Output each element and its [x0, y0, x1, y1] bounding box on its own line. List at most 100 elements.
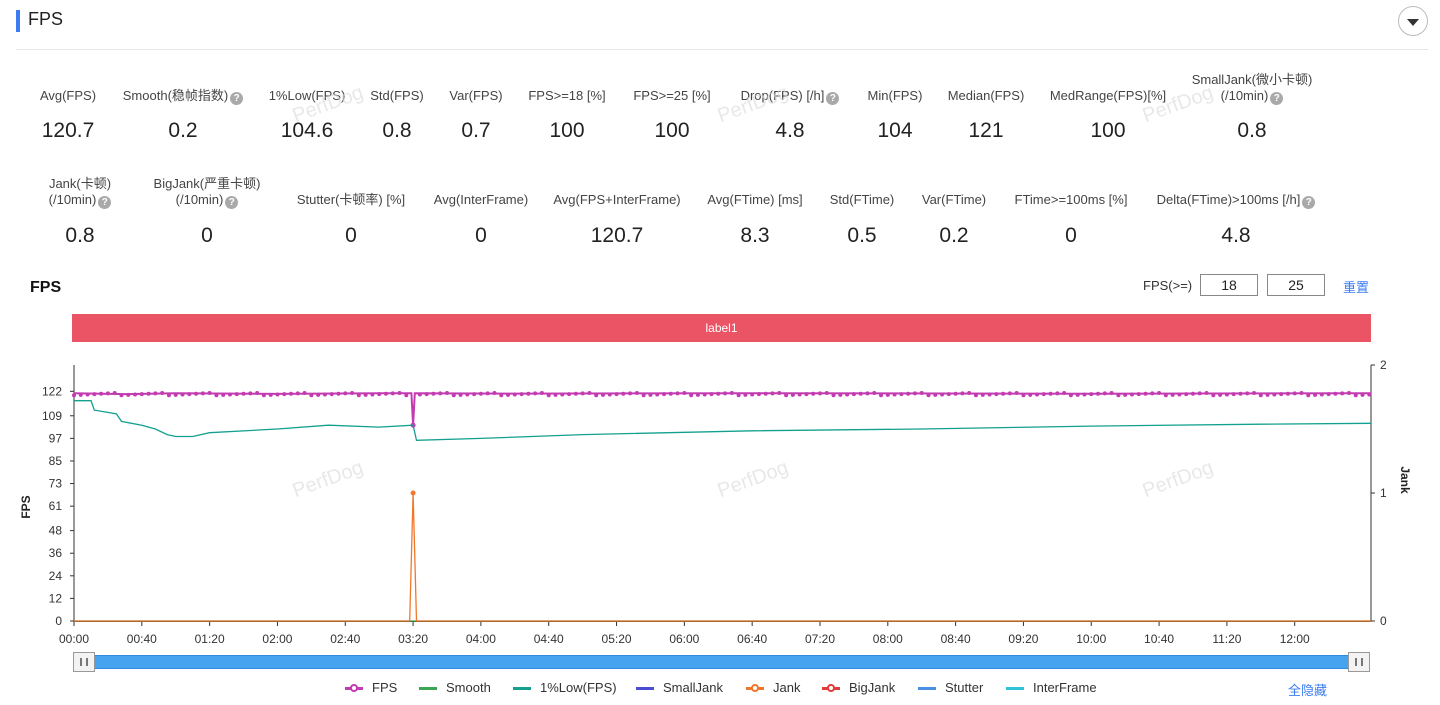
metric-label-unit: (/10min)?: [107, 192, 307, 209]
fps-threshold-1-input[interactable]: [1200, 274, 1258, 296]
help-icon[interactable]: ?: [1270, 92, 1284, 105]
fps-point: [831, 393, 836, 398]
help-icon[interactable]: ?: [826, 92, 840, 105]
metric-value: 0: [1065, 224, 1077, 247]
fps-point: [194, 391, 199, 396]
help-icon[interactable]: ?: [225, 196, 239, 209]
fps-point: [139, 392, 144, 397]
fps-point: [180, 392, 185, 397]
slider-right-handle[interactable]: [1348, 652, 1370, 672]
metric-label: Avg(FPS+InterFrame): [553, 192, 681, 207]
fps-point: [1252, 390, 1257, 395]
legend-item-1-low-fps-[interactable]: 1%Low(FPS): [513, 680, 617, 695]
r2-metric-0: Jank(卡顿) (/10min)? 0.8: [0, 176, 180, 247]
title-accent-bar: [16, 10, 20, 32]
fps-point: [261, 393, 266, 398]
fps-point: [133, 392, 138, 397]
fps-point: [465, 392, 470, 397]
fps-point: [275, 392, 280, 397]
fps-point: [953, 391, 958, 396]
fps-point: [472, 392, 477, 397]
x-tick-label: 00:40: [127, 632, 157, 646]
fps-point: [255, 390, 260, 395]
legend-label: Stutter: [945, 680, 984, 695]
fps-point: [1062, 390, 1067, 395]
legend-item-stutter[interactable]: Stutter: [918, 680, 983, 695]
fps-point: [214, 393, 219, 398]
r1-metric-11: SmallJank(微小卡顿) (/10min)? 0.8: [1152, 72, 1352, 142]
grip-icon: [1355, 658, 1363, 666]
metric-label: Delta(FTime)>100ms [/h]: [1156, 192, 1301, 207]
fps-point: [499, 393, 504, 398]
legend-item-smooth[interactable]: Smooth: [419, 680, 491, 695]
fps-point: [1319, 392, 1324, 397]
legend-item-jank[interactable]: Jank: [746, 680, 800, 695]
metric-label: Smooth(稳帧指数): [122, 88, 229, 103]
r2-metric-2: Stutter(卡顿率) [%] 0: [251, 192, 451, 247]
fps-point: [573, 391, 578, 396]
legend-swatch: [345, 684, 363, 693]
fps-point: [1353, 393, 1358, 398]
time-range-slider[interactable]: [74, 655, 1370, 669]
x-tick-label: 02:40: [330, 632, 360, 646]
metric-label: FPS>=18 [%]: [528, 88, 606, 103]
page-header: FPS: [0, 0, 1440, 50]
x-tick-label: 04:40: [534, 632, 564, 646]
header-divider: [16, 49, 1428, 50]
metric-label: Jank(卡顿): [48, 176, 112, 191]
metric-value: 0: [345, 224, 357, 247]
fps-threshold-2-input[interactable]: [1267, 274, 1325, 296]
fps-point: [506, 392, 511, 397]
fps-point: [546, 393, 551, 398]
fps-point: [316, 392, 321, 397]
fps-point: [567, 392, 572, 397]
legend-item-fps[interactable]: FPS: [345, 680, 397, 695]
fps-point: [804, 392, 809, 397]
fps-point: [743, 392, 748, 397]
help-icon[interactable]: ?: [230, 92, 244, 105]
hide-all-link[interactable]: 全隐藏: [1288, 683, 1328, 698]
fps-point: [282, 392, 287, 397]
x-tick-label: 10:40: [1144, 632, 1174, 646]
r2-metric-1: BigJank(严重卡顿) (/10min)? 0: [107, 176, 307, 247]
help-icon[interactable]: ?: [1302, 196, 1316, 209]
legend-item-smalljank[interactable]: SmallJank: [636, 680, 723, 695]
fps-point: [1218, 392, 1223, 397]
fps-point: [600, 392, 605, 397]
label-band[interactable]: label1: [72, 314, 1371, 342]
fps-point: [458, 392, 463, 397]
fps-point: [865, 391, 870, 396]
fps-point: [716, 391, 721, 396]
fps-point: [919, 390, 924, 395]
legend-item-bigjank[interactable]: BigJank: [822, 680, 895, 695]
x-tick-label: 12:00: [1280, 632, 1310, 646]
slider-left-handle[interactable]: [73, 652, 95, 672]
fps-point: [1001, 391, 1006, 396]
fps-point: [926, 393, 931, 398]
fps-point: [173, 392, 178, 397]
fps-point: [1109, 390, 1114, 395]
reset-link[interactable]: 重置: [1343, 280, 1370, 295]
collapse-button[interactable]: [1398, 6, 1428, 36]
metric-value: 121: [968, 119, 1004, 142]
fps-point: [350, 390, 355, 395]
fps-point: [1245, 391, 1250, 396]
fps-point: [1231, 392, 1236, 397]
fps-point: [777, 390, 782, 395]
fps-point: [377, 392, 382, 397]
fps-point: [1346, 390, 1351, 395]
series-line-1-low-fps-: [74, 400, 1372, 441]
y-tick-label: 122: [42, 384, 62, 398]
metric-value: 100: [654, 119, 690, 142]
x-tick-label: 01:20: [195, 632, 225, 646]
fps-point: [1265, 392, 1270, 397]
y2-axis-label: Jank: [1398, 466, 1412, 494]
fps-point: [723, 391, 728, 396]
fps-point: [1157, 390, 1162, 395]
fps-point: [1068, 393, 1073, 398]
x-tick-label: 06:40: [737, 632, 767, 646]
fps-point: [960, 391, 965, 396]
series-line-jank: [74, 492, 1371, 622]
help-icon[interactable]: ?: [98, 196, 112, 209]
legend-item-interframe[interactable]: InterFrame: [1006, 680, 1097, 695]
